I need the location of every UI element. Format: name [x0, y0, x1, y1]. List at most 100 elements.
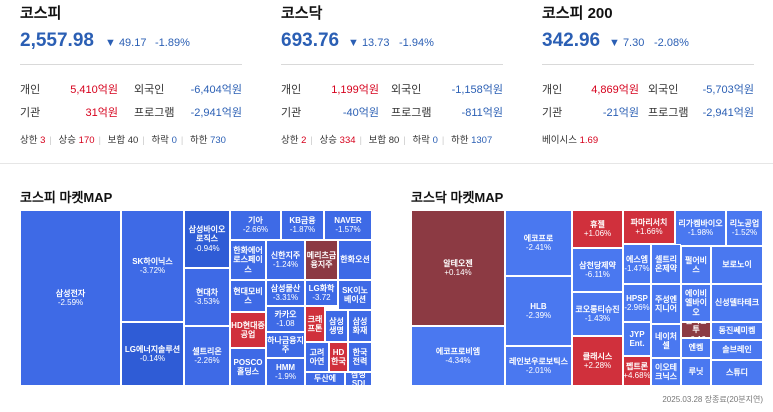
kosdaq-stock-tile[interactable]: 파마리서치 +1.66%	[623, 210, 675, 244]
kospi-stock-tile[interactable]: 삼성전자 -2.59%	[20, 210, 121, 386]
kospi-stock-tile[interactable]: SK이노베이션	[338, 280, 372, 310]
kosdaq-stock-tile[interactable]: 리가켐바이오 -1.98%	[675, 210, 726, 246]
kospi-stock-tile[interactable]: 삼성생명	[325, 310, 348, 342]
kosdaq-stock-tile[interactable]: 보로노이	[711, 246, 763, 284]
kosdaq-stock-tile[interactable]: 펄어비스	[681, 246, 711, 284]
tile-name: 셀트리온	[192, 346, 222, 356]
kospi-stock-tile[interactable]: 삼성물산 -3.31%	[266, 280, 305, 306]
kospi-stock-tile[interactable]: 한화에어로스페이스	[230, 240, 266, 280]
stat-value: 334	[339, 135, 356, 146]
kospi-stock-tile[interactable]: LG화학 -3.72	[305, 280, 338, 306]
kospi-stock-tile[interactable]: 메리츠금융지주	[305, 240, 338, 280]
kospi-stock-tile[interactable]: 신한지주 -1.24%	[266, 240, 305, 280]
kospi-stock-tile[interactable]: 한화오션	[338, 240, 372, 280]
kosdaq-map-title[interactable]: 코스닥 마켓MAP	[411, 190, 504, 205]
updown-stats: 상한 2 | 상승 334 | 보합 80 | 하락 0 | 하한 1307	[281, 135, 493, 146]
kosdaq-stock-tile[interactable]: HLB -2.39%	[505, 276, 572, 346]
trader-value: 5,410억원	[70, 84, 118, 96]
kospi-stock-tile[interactable]: KB금융 -1.87%	[281, 210, 324, 240]
tile-change: -2.26%	[194, 356, 220, 365]
kosdaq-stock-tile[interactable]: 휴젤 +1.06%	[572, 210, 623, 248]
kosdaq-panel[interactable]: 코스닥 693.76 ▼ 13.73 -1.94% 개인 1,199억원 외국인…	[281, 0, 503, 152]
trader-label: 기관	[281, 107, 302, 119]
tile-name: 솔브레인	[722, 345, 752, 355]
index-title[interactable]: 코스피 200	[542, 5, 613, 22]
basis-stat: 베이시스 1.69	[542, 132, 598, 146]
kospi-stock-tile[interactable]: 삼성바이오로직스 -0.94%	[184, 210, 230, 268]
tile-name: 리가켐바이오	[678, 218, 723, 228]
kosdaq-stock-tile[interactable]: 솔브레인	[711, 340, 763, 360]
kosdaq-stock-tile[interactable]: 클래시스 +2.28%	[572, 336, 623, 386]
trader-value: -5,703억원	[702, 84, 754, 96]
kospi-stock-tile[interactable]: 삼성SDI	[345, 372, 372, 386]
kosdaq-stock-tile[interactable]: 코오롱티슈진 -1.43%	[572, 292, 623, 336]
kospi-stock-tile[interactable]: 카카오 -1.08	[266, 306, 305, 332]
kospi-stock-tile[interactable]: POSCO홀딩스	[230, 348, 266, 386]
kosdaq-stock-tile[interactable]: 알테오젠 +0.14%	[411, 210, 505, 326]
trader-label: 프로그램	[648, 107, 689, 119]
kosdaq-stock-tile[interactable]: 에코프로비엠 -4.34%	[411, 326, 505, 386]
kosdaq-stock-tile[interactable]: 스튜디	[711, 360, 763, 386]
kospi-stock-tile[interactable]: 삼성화재	[348, 310, 372, 342]
kospi-stock-tile[interactable]: 한국전력	[348, 342, 372, 372]
tile-name: 휴젤	[590, 219, 605, 229]
stat-label: 하한	[450, 135, 469, 146]
kospi-stock-tile[interactable]: HD한국	[329, 342, 348, 372]
tile-name: NAVER	[334, 215, 362, 225]
kosdaq-stock-tile[interactable]: 네이처셀	[651, 324, 681, 358]
kospi-stock-tile[interactable]: HMM -1.9%	[266, 358, 305, 386]
tile-change: -3.53%	[194, 297, 220, 306]
tile-change: -0.94%	[194, 243, 220, 253]
stat-label: 하락	[412, 135, 430, 146]
kosdaq-stock-tile[interactable]: 동진쎄미켐	[711, 322, 763, 340]
kospi-stock-tile[interactable]: 두산에	[305, 372, 345, 386]
stat-label: 보합	[107, 135, 126, 146]
kosdaq-stock-tile[interactable]: 이오테크닉스	[651, 358, 681, 386]
trader-value: -811억원	[461, 107, 503, 119]
kosdaq-stock-tile[interactable]: 레인보우로보틱스 -2.01%	[505, 346, 572, 386]
kosdaq-stock-tile[interactable]: 에이비엘바이오	[681, 284, 711, 322]
update-timestamp: 2025.03.28 장종료(20분지연)	[662, 395, 763, 404]
kosdaq-stock-tile[interactable]: 신성델타테크	[711, 284, 763, 322]
trader-label: 외국인	[648, 84, 679, 96]
stat-value: 170	[78, 135, 95, 146]
kosdaq-stock-tile[interactable]: 에코프로 -2.41%	[505, 210, 572, 276]
kosdaq-stock-tile[interactable]: 셀트리온제약	[651, 244, 681, 284]
index-title[interactable]: 코스피	[20, 5, 62, 22]
stat-value: 80	[388, 135, 400, 146]
kospi-panel[interactable]: 코스피 2,557.98 ▼ 49.17 -1.89% 개인 5,410억원 외…	[20, 0, 242, 152]
kosdaq-stock-tile[interactable]: JYP Ent.	[623, 322, 651, 356]
kospi-stock-tile[interactable]: 셀트리온 -2.26%	[184, 326, 230, 386]
tile-name: 스튜디	[725, 368, 749, 378]
kospi-stock-tile[interactable]: HD현대중공업	[230, 312, 266, 348]
kospi-stock-tile[interactable]: 고려아연	[305, 342, 329, 372]
kospi-stock-tile[interactable]: 크래프톤	[305, 306, 325, 342]
kosdaq-stock-tile[interactable]: 리노공업 -1.52%	[726, 210, 763, 246]
kospi200-panel[interactable]: 코스피 200 342.96 ▼ 7.30 -2.08% 개인 4,869억원 …	[542, 0, 754, 152]
kosdaq-stock-tile[interactable]: 펩트론 +4.68%	[623, 356, 651, 386]
kospi-stock-tile[interactable]: 현대모비스	[230, 280, 266, 312]
trader-value: 1,199억원	[331, 84, 379, 96]
kosdaq-stock-tile[interactable]: 에스엠 -1.47%	[623, 244, 651, 284]
kosdaq-stock-tile[interactable]: 엔켐	[681, 338, 711, 358]
kospi-stock-tile[interactable]: LG에너지솔루션 -0.14%	[121, 322, 184, 386]
trader-label: 개인	[281, 84, 302, 96]
kosdaq-stock-tile[interactable]: 주성엔지니어	[651, 284, 681, 324]
kosdaq-stock-tile[interactable]: 실리콘투+0.19	[681, 322, 711, 338]
tile-name: 현대모비스	[233, 286, 263, 305]
tile-change: -1.9%	[275, 372, 296, 381]
kospi-stock-tile[interactable]: 현대차 -3.53%	[184, 268, 230, 326]
kospi-stock-tile[interactable]: SK하이닉스 -3.72%	[121, 210, 184, 322]
kospi-stock-tile[interactable]: 기아 -2.66%	[230, 210, 281, 240]
kosdaq-stock-tile[interactable]: 삼천당제약 -6.11%	[572, 248, 623, 292]
kospi-stock-tile[interactable]: NAVER -1.57%	[324, 210, 372, 240]
tile-name: 메리츠금융지주	[306, 250, 337, 269]
index-title[interactable]: 코스닥	[281, 5, 323, 22]
index-change: ▼ 49.17	[105, 37, 147, 49]
kospi-stock-tile[interactable]: 하나금융지주	[266, 332, 305, 358]
trader-label: 외국인	[134, 84, 165, 96]
trader-value: -1,158억원	[451, 84, 503, 96]
kospi-map-title[interactable]: 코스피 마켓MAP	[20, 190, 113, 205]
kosdaq-stock-tile[interactable]: 루닛	[681, 358, 711, 386]
kosdaq-stock-tile[interactable]: HPSP -2.96%	[623, 284, 651, 322]
